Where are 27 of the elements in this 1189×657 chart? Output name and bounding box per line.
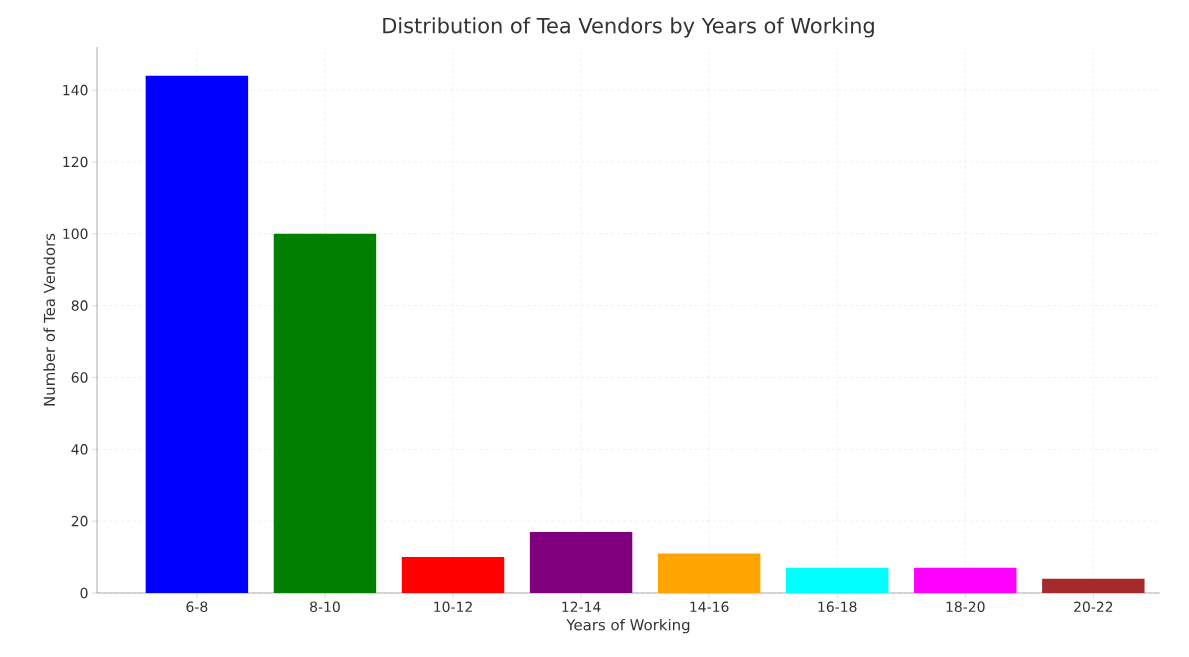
x-tick-label: 14-16 <box>690 601 729 613</box>
bar <box>273 233 377 593</box>
bar <box>145 75 249 593</box>
y-tick-label: 0 <box>80 587 88 599</box>
bar <box>657 553 761 593</box>
y-tick-label: 120 <box>63 156 88 168</box>
chart-title: Distribution of Tea Vendors by Years of Working <box>383 17 874 38</box>
bar <box>529 531 633 593</box>
x-tick-label: 12-14 <box>562 601 601 612</box>
y-tick-label: 60 <box>71 372 88 383</box>
x-tick-label: 10-12 <box>434 601 472 613</box>
x-tick-label: 8-10 <box>310 601 340 613</box>
x-tick-label: 16-18 <box>818 601 857 613</box>
x-tick-label: 20-22 <box>1074 601 1113 613</box>
y-tick-label: 20 <box>71 515 88 527</box>
bar <box>1042 578 1145 593</box>
y-axis-title: Number of Tea Vendors <box>43 233 56 406</box>
bar <box>401 557 505 593</box>
bar <box>914 567 1017 593</box>
y-tick-label: 40 <box>71 444 88 455</box>
x-axis-title: Years of Working <box>566 618 690 634</box>
x-tick-label: 6-8 <box>186 601 208 613</box>
y-tick-label: 100 <box>63 228 88 240</box>
y-tick-label: 140 <box>63 84 88 96</box>
bar <box>785 567 889 593</box>
y-tick-label: 80 <box>71 300 88 311</box>
x-tick-label: 18-20 <box>946 601 985 613</box>
